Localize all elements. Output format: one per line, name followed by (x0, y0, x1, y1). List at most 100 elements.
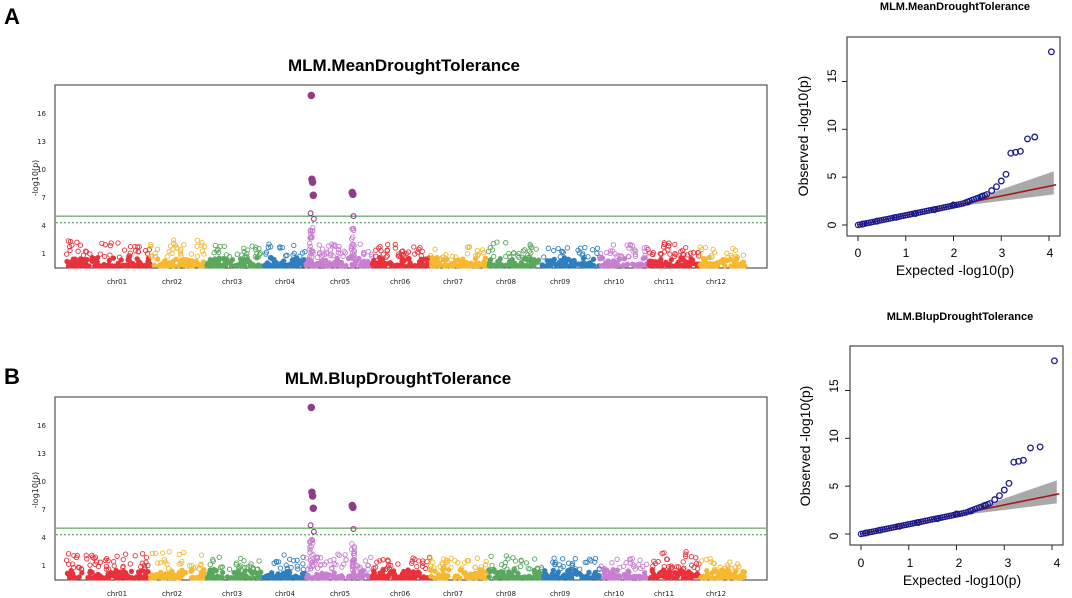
snp-point (390, 571, 396, 577)
snp-point (380, 557, 386, 563)
snp-point (549, 571, 555, 577)
snp-point (557, 254, 563, 260)
snp-point (396, 253, 402, 259)
manhattan-b-chr-label: chr08 (496, 590, 516, 598)
snp-point (427, 563, 434, 569)
snp-point (164, 254, 170, 260)
snp-point (506, 250, 512, 257)
snp-point (300, 566, 306, 573)
qq-point (873, 217, 881, 225)
manhattan-b-chr-label: chr10 (604, 590, 624, 598)
significant-snp-point (308, 492, 317, 500)
snp-point (668, 263, 674, 269)
snp-point (567, 567, 573, 573)
snp-point (125, 575, 132, 581)
snp-point (440, 556, 447, 562)
snp-point (569, 562, 575, 569)
snp-point (241, 558, 247, 564)
snp-point (236, 574, 243, 581)
snp-point (494, 571, 501, 577)
snp-point (659, 550, 665, 557)
qq-b-ytick: 15 (827, 379, 841, 393)
snp-point (592, 559, 598, 565)
snp-point (365, 566, 371, 572)
snp-point (178, 574, 184, 580)
snp-point (108, 240, 114, 246)
manhattan-a-ytick: 4 (42, 222, 47, 230)
snp-point (348, 546, 355, 552)
qq-a-xtick: 4 (1047, 246, 1054, 260)
snp-point (725, 257, 732, 263)
snp-point (434, 254, 440, 261)
manhattan-plot-b: -log10(p) 1 4 7 10 13 16 chr01 chr02 chr… (31, 396, 768, 598)
snp-point (68, 238, 74, 245)
manhattan-a-chr-label: chr08 (496, 278, 516, 286)
manhattan-b-title: MLM.BlupDroughtTolerance (285, 369, 511, 388)
manhattan-a-chr-label: chr01 (107, 278, 127, 286)
snp-point (427, 555, 433, 562)
snp-point (572, 556, 578, 562)
snp-point (244, 250, 250, 257)
snp-point (470, 263, 477, 269)
snp-point (609, 248, 616, 254)
snp-point (294, 557, 300, 563)
snp-point (188, 568, 194, 574)
snp-point (661, 568, 668, 575)
snp-point (148, 253, 154, 259)
snp-point (414, 249, 421, 255)
snp-point (579, 573, 585, 579)
snp-point (707, 556, 713, 562)
snp-point (154, 246, 161, 252)
snp-point (64, 251, 70, 257)
snp-point (630, 242, 636, 249)
significant-snp-point (309, 191, 318, 200)
snp-point (250, 575, 256, 581)
snp-point (87, 251, 93, 257)
snp-point (217, 564, 224, 571)
snp-point (601, 565, 607, 572)
snp-point (293, 573, 299, 579)
qq-plot-b: Observed -log10(p) Expected -log10(p) 0 … (797, 345, 1064, 588)
snp-point (205, 263, 212, 269)
snp-point (517, 563, 524, 570)
manhattan-b-ytick: 16 (37, 422, 46, 430)
snp-point (727, 559, 733, 565)
snp-point (405, 249, 412, 255)
snp-point (116, 575, 123, 581)
qq-point (930, 206, 938, 214)
snp-point (576, 250, 583, 256)
snp-point (632, 566, 638, 572)
snp-point (139, 263, 145, 269)
snp-point (646, 261, 652, 268)
qq-point (988, 187, 996, 195)
snp-point (115, 240, 121, 246)
qq-a-xtick: 0 (855, 246, 862, 260)
manhattan-a-chr-label: chr09 (550, 278, 570, 286)
snp-point (299, 250, 306, 256)
snp-point (555, 245, 561, 252)
qq-point (950, 201, 957, 209)
snp-point (545, 263, 551, 269)
snp-point (516, 254, 522, 261)
snp-point (626, 245, 632, 251)
snp-point (169, 568, 175, 574)
snp-point (331, 242, 337, 249)
snp-point (79, 262, 85, 268)
snp-point (564, 573, 570, 580)
snp-point (63, 557, 70, 563)
snp-point (657, 251, 664, 257)
qq-a-xticks: 0 1 2 3 4 (855, 246, 1054, 260)
snp-point (512, 558, 519, 564)
snp-point (385, 574, 391, 580)
qq-b-ylabel: Observed -log10(p) (797, 386, 813, 507)
snp-point (710, 560, 717, 566)
manhattan-a-chr-label: chr10 (604, 278, 624, 286)
significant-snp-point (307, 403, 316, 412)
snp-point (674, 261, 680, 268)
snp-point (331, 570, 337, 576)
snp-point (284, 566, 290, 572)
snp-point (314, 260, 320, 267)
snp-point (134, 244, 141, 250)
qq-a-xlabel: Expected -log10(p) (896, 262, 1014, 278)
snp-point (382, 260, 388, 267)
